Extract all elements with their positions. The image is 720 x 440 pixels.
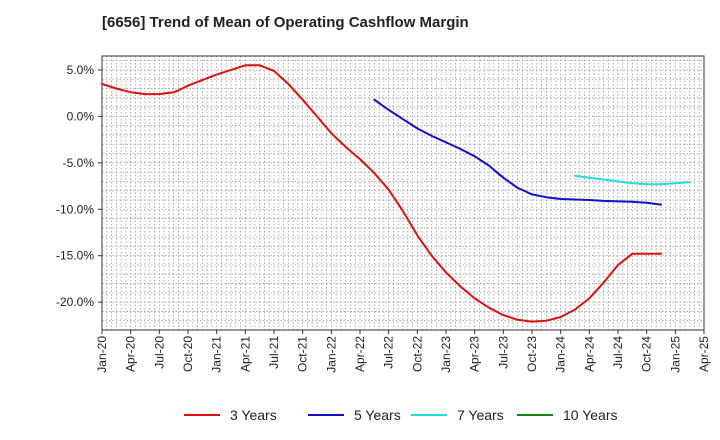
legend-label: 5 Years: [354, 407, 401, 423]
x-tick-label: Oct-21: [296, 336, 310, 372]
series-line-5-years: [373, 98, 662, 206]
x-tick-label: Apr-21: [238, 336, 252, 372]
x-tick-label: Jul-23: [496, 336, 510, 369]
x-tick-label: Oct-22: [410, 336, 424, 372]
x-tick-label: Oct-20: [181, 336, 195, 372]
x-tick-label: Jan-21: [210, 336, 224, 373]
x-tick-label: Jul-24: [611, 336, 625, 369]
x-tick-label: Oct-24: [640, 336, 654, 372]
x-tick-label: Apr-25: [697, 336, 711, 372]
legend-label: 7 Years: [457, 407, 504, 423]
x-tick-label: Jul-21: [267, 336, 281, 369]
x-tick-label: Jul-20: [152, 336, 166, 369]
legend-swatch: [411, 414, 447, 416]
x-tick-label: Apr-24: [582, 336, 596, 372]
y-tick-label: -10.0%: [56, 202, 94, 216]
series-line-3-years: [101, 64, 662, 323]
y-tick-label: -15.0%: [56, 249, 94, 263]
legend-label: 3 Years: [230, 407, 277, 423]
x-tick-label: Oct-23: [525, 336, 539, 372]
legend-item-7-years: 7 Years: [411, 404, 504, 426]
legend-item-5-years: 5 Years: [308, 404, 401, 426]
chart-legend: 3 Years 5 Years 7 Years 10 Years: [0, 404, 720, 426]
x-tick-label: Apr-20: [124, 336, 138, 372]
x-tick-label: Apr-23: [468, 336, 482, 372]
y-tick-label: 5.0%: [67, 63, 95, 77]
legend-label: 10 Years: [563, 407, 618, 423]
plot-frame: [101, 55, 705, 331]
x-tick-label: Jan-20: [95, 336, 109, 373]
legend-swatch: [517, 414, 553, 416]
x-tick-label: Jan-22: [324, 336, 338, 373]
x-tick-label: Jan-24: [554, 336, 568, 373]
legend-item-3-years: 3 Years: [184, 404, 277, 426]
legend-item-10-years: 10 Years: [517, 404, 618, 426]
legend-swatch: [308, 414, 344, 416]
y-tick-label: -20.0%: [56, 295, 94, 309]
x-tick-label: Jan-23: [439, 336, 453, 373]
x-tick-label: Jul-22: [382, 336, 396, 369]
chart-canvas: 5.0% 0.0% -5.0% -10.0% -15.0% -20.0% Jan-20 Apr…: [56, 55, 711, 373]
x-tick-label: Apr-22: [353, 336, 367, 372]
y-tick-label: 0.0%: [67, 109, 95, 123]
chart-title: [6656] Trend of Mean of Operating Cashfl…: [102, 14, 469, 31]
y-tick-label: -5.0%: [63, 156, 95, 170]
legend-swatch: [184, 414, 220, 416]
series-line-7-years: [574, 174, 691, 186]
x-tick-label: Jan-25: [668, 336, 682, 373]
